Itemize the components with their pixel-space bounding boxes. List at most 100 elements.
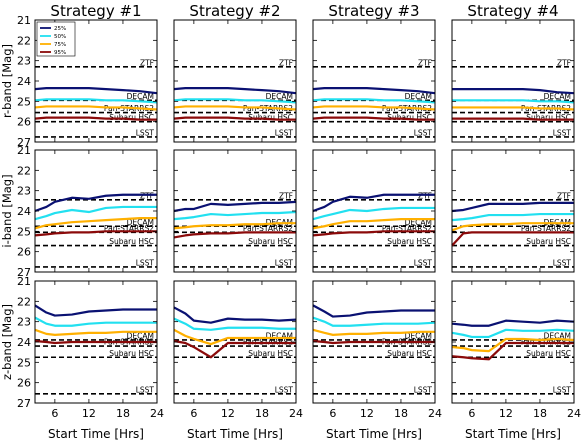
x-tick-label: 24 [567, 407, 581, 420]
series-line-95pct [34, 116, 157, 121]
reference-label: LSST [414, 385, 433, 394]
series-line-25pct [34, 193, 157, 213]
series-line-50pct [173, 210, 297, 221]
series-line-25pct [312, 87, 436, 95]
series-line-25pct [34, 304, 157, 317]
reference-label: LSST [275, 128, 294, 137]
strategy-title: Strategy #2 [189, 2, 280, 20]
series-line-95pct [34, 339, 157, 345]
y-tick-label: 22 [17, 34, 31, 47]
y-tick-label: 24 [17, 75, 31, 88]
legend-label: 50% [54, 34, 66, 40]
y-tick-label: 27 [17, 136, 31, 149]
series-line-50pct [173, 317, 296, 331]
x-axis-label: Start Time [Hrs] [48, 427, 144, 441]
reference-label: Subaru HSC [248, 237, 293, 246]
series-line-50pct [451, 328, 575, 339]
x-tick-label: 12 [82, 407, 96, 420]
reference-label: ZTF [140, 58, 154, 67]
x-tick-label: 18 [255, 407, 269, 420]
y-tick-label: 26 [17, 377, 31, 390]
series-line-95pct [451, 341, 574, 361]
strategy-title: Strategy #3 [328, 2, 419, 20]
series-line-75pct [173, 222, 296, 230]
reference-label: LSST [136, 128, 155, 137]
legend: 25% 50% 75% 95% [36, 21, 76, 57]
reference-label: ZTF [418, 58, 432, 67]
series-line-95pct [173, 116, 296, 121]
series-line-75pct [34, 328, 157, 336]
series-line-95pct [173, 231, 296, 239]
series-line-50pct [173, 98, 297, 104]
reference-label: LSST [553, 128, 572, 137]
reference-label: Subaru HSC [387, 113, 432, 122]
y-tick-label: 26 [17, 116, 31, 129]
series-line-50pct [451, 212, 574, 222]
reference-label: Subaru HSC [526, 113, 571, 122]
x-axis-label: Start Time [Hrs] [187, 427, 283, 441]
series-line-95pct [312, 116, 435, 121]
reference-label: Subaru HSC [109, 113, 154, 122]
x-tick-label: 6 [51, 407, 58, 420]
y-tick-label: 25 [17, 356, 31, 369]
panel-frame [173, 19, 297, 143]
series-line-50pct [34, 316, 157, 327]
panel-frame [451, 19, 575, 143]
series-line-25pct [312, 193, 435, 213]
y-tick-label: 25 [17, 225, 31, 238]
y-tick-label: 22 [17, 164, 31, 177]
reference-label: ZTF [557, 58, 571, 67]
reference-label: Subaru HSC [248, 113, 293, 122]
series-line-25pct [173, 87, 297, 95]
series-line-75pct [312, 328, 435, 336]
y-tick-label: 21 [17, 275, 31, 288]
series-line-75pct [312, 105, 436, 111]
reference-label: LSST [553, 385, 572, 394]
x-tick-label: 18 [533, 407, 547, 420]
series-line-50pct [312, 206, 435, 221]
x-tick-label: 12 [221, 407, 235, 420]
y-tick-label: 24 [17, 205, 31, 218]
reference-label: DECAM [127, 218, 154, 227]
series-line-75pct [452, 106, 575, 111]
x-axis-label: Start Time [Hrs] [326, 427, 422, 441]
reference-label: Subaru HSC [387, 349, 432, 358]
band-ylabel: i-band [Mag] [0, 174, 14, 247]
reference-label: LSST [553, 258, 572, 267]
reference-label: LSST [275, 258, 294, 267]
reference-label: Pan-STARRS2 [243, 224, 293, 233]
y-tick-label: 25 [17, 95, 31, 108]
reference-label: Pan-STARRS2 [521, 224, 571, 233]
legend-label: 95% [54, 50, 66, 56]
reference-label: Subaru HSC [387, 237, 432, 246]
reference-label: LSST [414, 258, 433, 267]
y-tick-label: 27 [17, 397, 31, 410]
y-tick-label: 21 [17, 144, 31, 157]
x-tick-label: 6 [190, 407, 197, 420]
reference-label: Pan-STARRS2 [104, 224, 154, 233]
legend-label: 25% [54, 26, 66, 32]
y-tick-label: 23 [17, 185, 31, 198]
reference-label: Pan-STARRS2 [382, 224, 432, 233]
legend-label: 75% [54, 42, 66, 48]
reference-label: DECAM [127, 331, 154, 340]
y-tick-label: 22 [17, 295, 31, 308]
series-line-25pct [312, 304, 435, 318]
series-line-25pct [452, 88, 575, 95]
series-line-75pct [34, 217, 157, 230]
series-line-50pct [312, 316, 436, 327]
reference-label: Subaru HSC [248, 349, 293, 358]
series-line-75pct [451, 337, 575, 353]
reference-label: ZTF [279, 58, 293, 67]
band-ylabel: z-band [Mag] [0, 304, 14, 380]
x-axis-label: Start Time [Hrs] [465, 427, 561, 441]
reference-label: Subaru HSC [109, 237, 154, 246]
reference-label: Subaru HSC [526, 237, 571, 246]
x-tick-label: 24 [289, 407, 303, 420]
